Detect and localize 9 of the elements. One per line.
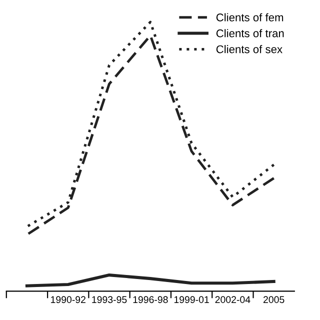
legend-label: Clients of fem [216, 13, 284, 22]
legend-label: Clients of tran [216, 29, 284, 38]
x-tick-label: 2002-04 [215, 296, 250, 304]
legend-label: Clients of sex [216, 45, 282, 54]
x-tick-label: 1999-01 [174, 296, 209, 304]
x-tick-label: 1996-98 [133, 296, 168, 304]
x-tick-label: 1993-95 [92, 296, 127, 304]
x-tick-label: 2005 [264, 296, 284, 304]
x-tick-label: 1990-92 [51, 296, 86, 304]
